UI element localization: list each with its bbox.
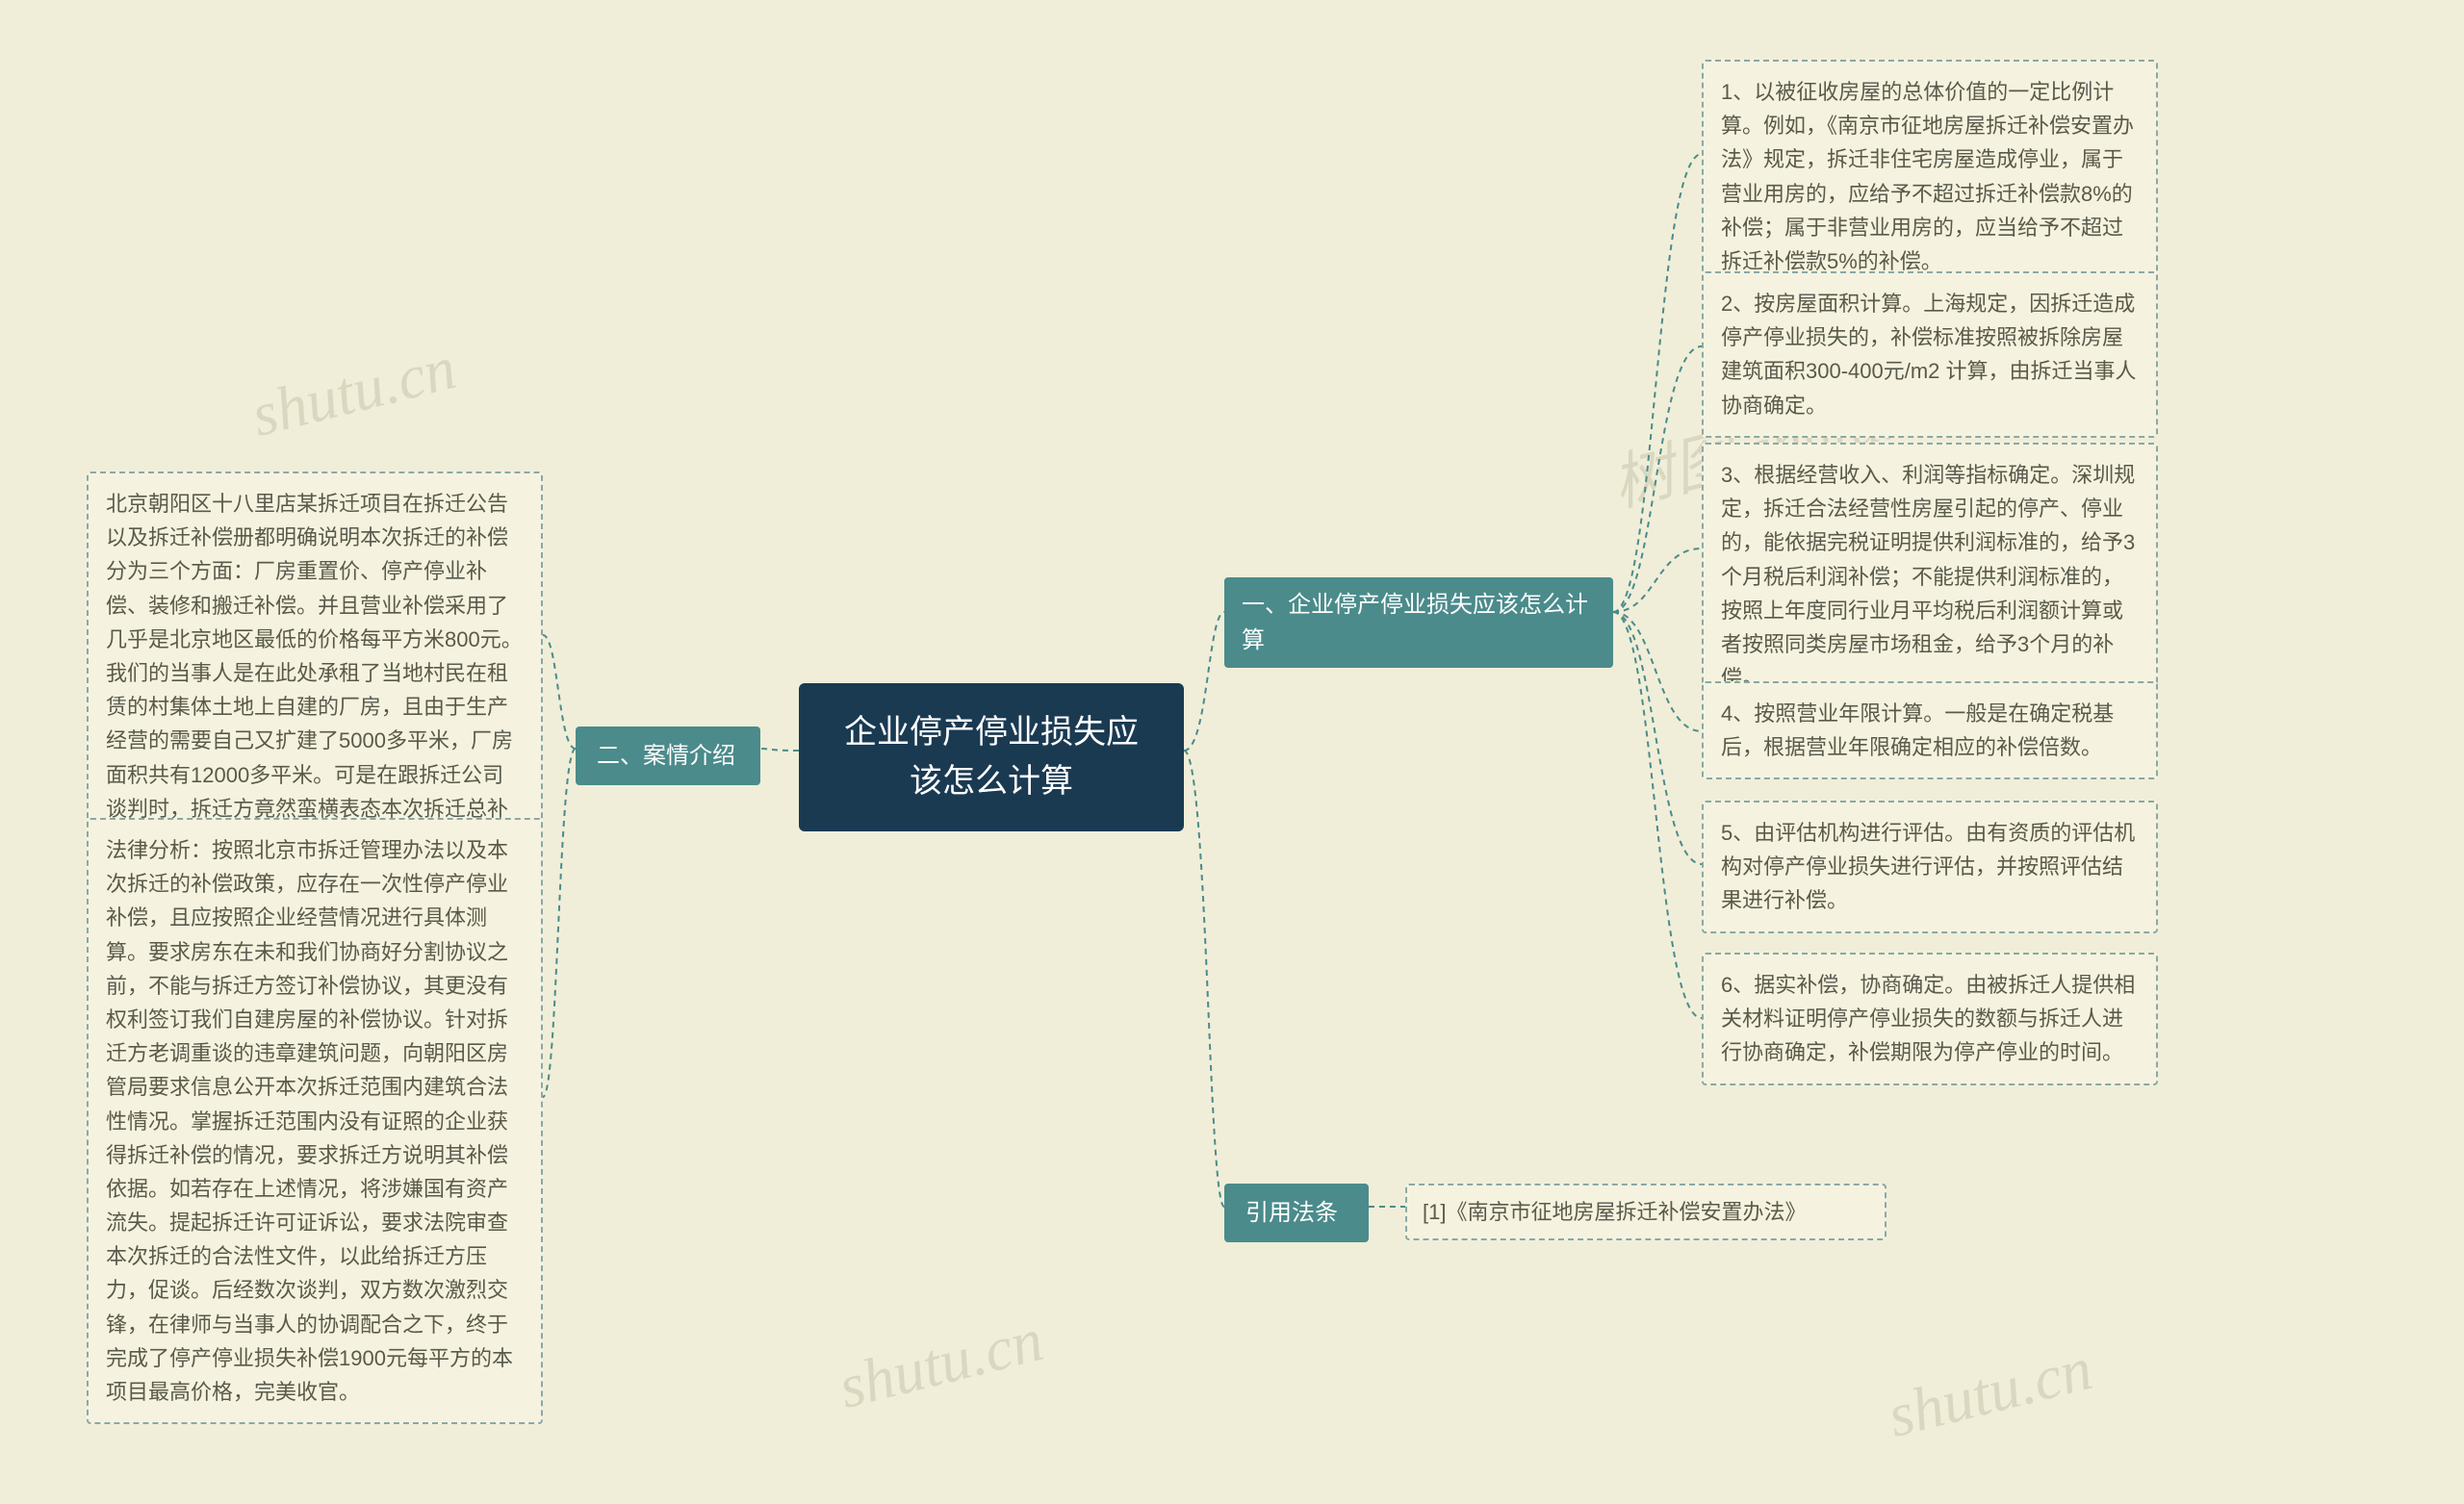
- leaf-legal-analysis[interactable]: 法律分析：按照北京市拆迁管理办法以及本次拆迁的补偿政策，应存在一次性停产停业补偿…: [87, 818, 543, 1424]
- branch-calc-methods[interactable]: 一、企业停产停业损失应该怎么计 算: [1224, 577, 1613, 668]
- branch-cited-law[interactable]: 引用法条: [1224, 1184, 1369, 1242]
- leaf-law-citation[interactable]: [1]《南京市征地房屋拆迁补偿安置办法》: [1405, 1184, 1886, 1240]
- branch-calc-line1: 一、企业停产停业损失应该怎么计: [1242, 587, 1596, 623]
- leaf-method-1[interactable]: 1、以被征收房屋的总体价值的一定比例计算。例如，《南京市征地房屋拆迁补偿安置办法…: [1702, 60, 2158, 293]
- watermark: shutu.cn: [244, 332, 463, 451]
- branch-case-intro[interactable]: 二、案情介绍: [576, 727, 760, 785]
- watermark: shutu.cn: [1881, 1333, 2099, 1452]
- leaf-method-5[interactable]: 5、由评估机构进行评估。由有资质的评估机构对停产停业损失进行评估，并按照评估结果…: [1702, 801, 2158, 933]
- leaf-method-4[interactable]: 4、按照营业年限计算。一般是在确定税基后，根据营业年限确定相应的补偿倍数。: [1702, 681, 2158, 779]
- leaf-method-3[interactable]: 3、根据经营收入、利润等指标确定。深圳规定，拆迁合法经营性房屋引起的停产、停业的…: [1702, 443, 2158, 710]
- leaf-method-6[interactable]: 6、据实补偿，协商确定。由被拆迁人提供相关材料证明停产停业损失的数额与拆迁人进行…: [1702, 953, 2158, 1085]
- branch-calc-line2: 算: [1242, 623, 1596, 658]
- mindmap-canvas: shutu.cn 树图 shutu.cn shutu.cn shutu.cn 企…: [0, 0, 2464, 1504]
- watermark: shutu.cn: [832, 1304, 1050, 1423]
- central-topic[interactable]: 企业停产停业损失应该怎么计算: [799, 683, 1184, 831]
- leaf-method-2[interactable]: 2、按房屋面积计算。上海规定，因拆迁造成停产停业损失的，补偿标准按照被拆除房屋建…: [1702, 271, 2158, 438]
